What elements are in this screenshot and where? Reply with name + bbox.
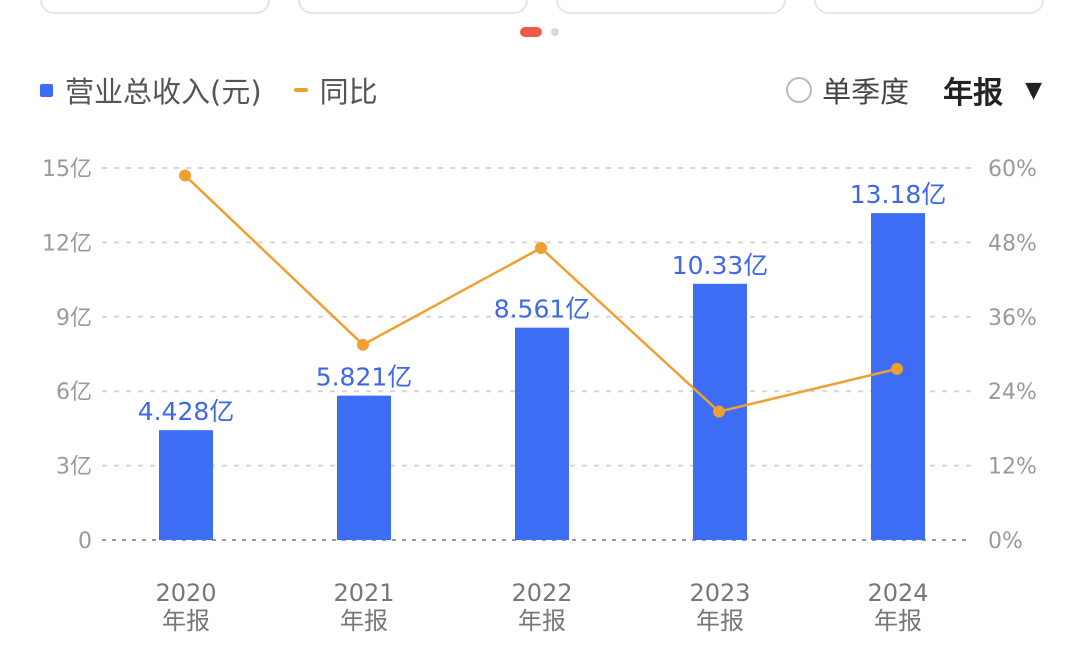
x-tick-period: 年报 — [696, 607, 744, 635]
x-tick-year: 2022 — [511, 579, 572, 607]
chart-controls: 单季度 年报 ▼ — [786, 68, 1042, 112]
revenue-bar — [515, 327, 569, 540]
bar-data-label: 8.561亿 — [494, 295, 591, 324]
legend-line-swatch — [293, 88, 308, 92]
x-tick-period: 年报 — [518, 607, 566, 635]
y-right-tick-label: 12% — [988, 455, 1037, 480]
y-right-tick-label: 0% — [988, 529, 1023, 554]
y-left-tick-label: 6亿 — [56, 380, 92, 405]
x-tick-year: 2024 — [867, 579, 928, 607]
x-tick-period: 年报 — [340, 607, 388, 635]
x-tick-year: 2021 — [333, 579, 394, 607]
revenue-bar — [159, 430, 213, 540]
yoy-growth-point — [357, 338, 369, 351]
y-right-tick-label: 48% — [988, 231, 1037, 256]
bar-data-label: 5.821亿 — [316, 363, 413, 392]
yoy-growth-point — [535, 241, 547, 254]
y-right-tick-label: 24% — [988, 380, 1037, 405]
pager-dot-active[interactable] — [520, 27, 542, 37]
x-tick-year: 2023 — [689, 579, 750, 607]
y-right-tick-label: 60% — [988, 157, 1037, 182]
x-tick-year: 2020 — [155, 579, 216, 607]
carousel-cards — [0, 0, 1080, 14]
y-right-tick-label: 36% — [988, 306, 1037, 331]
x-tick-period: 年报 — [162, 607, 210, 635]
yoy-growth-point — [891, 362, 903, 375]
yoy-growth-point — [713, 405, 725, 418]
quarter-radio-label[interactable]: 单季度 — [822, 75, 910, 109]
legend-bar-label: 营业总收入(元) — [65, 75, 262, 109]
revenue-bar — [871, 213, 925, 541]
y-left-tick-label: 3亿 — [56, 455, 92, 480]
x-tick-period: 年报 — [874, 607, 922, 635]
pager-dot[interactable] — [551, 28, 559, 36]
chevron-down-icon[interactable]: ▼ — [1025, 77, 1042, 103]
period-select-label[interactable]: 年报 — [943, 76, 1004, 111]
chart-legend: 营业总收入(元) 同比 — [40, 70, 378, 110]
bar-data-label: 10.33亿 — [672, 251, 769, 280]
bar-data-label: 4.428亿 — [138, 397, 235, 426]
revenue-bar — [337, 395, 391, 540]
y-left-tick-label: 0 — [78, 529, 92, 554]
legend-line-label: 同比 — [319, 75, 378, 109]
y-left-tick-label: 9亿 — [56, 306, 92, 331]
quarter-radio[interactable] — [786, 77, 813, 103]
y-left-tick-label: 15亿 — [42, 157, 92, 182]
y-left-tick-label: 12亿 — [42, 231, 92, 256]
legend-bar-swatch — [40, 83, 53, 97]
bar-data-label: 13.18亿 — [850, 180, 947, 209]
yoy-growth-point — [179, 169, 191, 182]
